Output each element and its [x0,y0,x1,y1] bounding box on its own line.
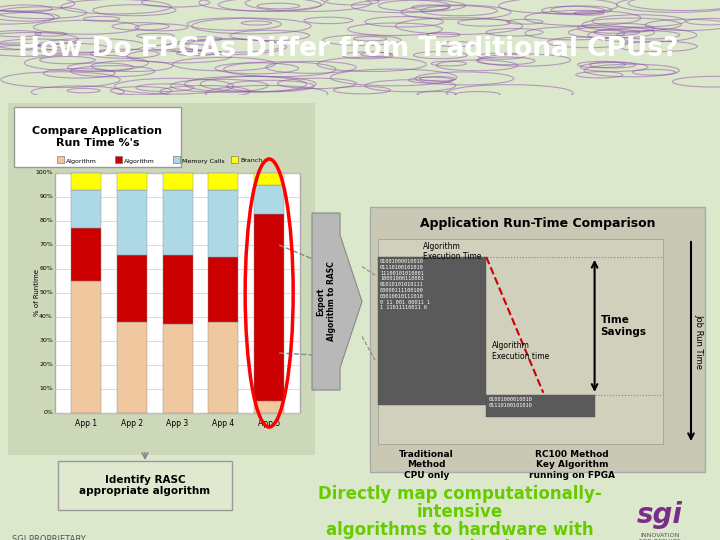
Bar [163,254,192,324]
Bar [208,257,238,322]
Bar [208,322,238,413]
Text: Job Run Time: Job Run Time [695,314,703,369]
Bar [254,214,284,401]
Bar [486,395,595,417]
Text: Time
Savings: Time Savings [600,315,647,337]
Text: App 3: App 3 [166,419,189,428]
Text: App 4: App 4 [212,419,235,428]
Text: App 1: App 1 [75,419,97,428]
Text: Algorithm
Execution Time: Algorithm Execution Time [423,242,482,261]
Text: Algorithm
Execution time: Algorithm Execution time [492,341,549,361]
Bar [71,281,101,413]
Text: 20%: 20% [39,362,53,368]
Text: Identify RASC
appropriate algorithm: Identify RASC appropriate algorithm [79,475,210,496]
Bar [117,254,147,322]
Text: sgi: sgi [637,501,683,529]
Bar [378,257,486,404]
Bar [254,185,284,214]
Text: 01001000010010
01110100101010: 01001000010010 01110100101010 [488,397,532,408]
Text: Directly map computationally-: Directly map computationally- [318,485,602,503]
Bar [370,207,705,472]
Text: Traditional
Method
CPU only: Traditional Method CPU only [400,450,454,480]
Text: algorithms to hardware with: algorithms to hardware with [326,521,594,539]
Polygon shape [312,213,362,390]
Text: 10%: 10% [40,387,53,392]
Bar [163,190,192,254]
Bar [8,103,315,455]
Text: SGI PROPRIETARY: SGI PROPRIETARY [12,535,86,540]
Bar [55,173,300,413]
Bar [57,156,64,163]
Text: Branch...: Branch... [240,159,269,164]
Bar [117,190,147,254]
Bar [231,156,238,163]
Text: 40%: 40% [39,314,53,320]
Bar [71,228,101,281]
Text: 01001000010010
01110100101010
11100101010001
10001000110001
01010101010111
00000: 01001000010010 01110100101010 1110010101… [380,259,430,310]
Text: 100%: 100% [35,171,53,176]
Text: App 2: App 2 [121,419,143,428]
Text: Algorithm: Algorithm [124,159,155,164]
Text: Algorithm: Algorithm [66,159,97,164]
Text: Export
Algorithm to RASC: Export Algorithm to RASC [316,261,336,341]
Bar [71,190,101,228]
Text: Application Run-Time Comparison: Application Run-Time Comparison [420,217,655,230]
Bar [117,173,147,190]
Text: intensive: intensive [417,503,503,521]
Bar [254,173,284,185]
Bar [378,239,663,444]
FancyBboxPatch shape [58,461,232,510]
Text: INNOVATION
FOR RESULTS: INNOVATION FOR RESULTS [639,533,681,540]
Text: 50%: 50% [40,291,53,295]
Bar [71,173,101,190]
Text: % of Runtime: % of Runtime [34,269,40,316]
Bar [163,173,192,190]
Bar [117,322,147,413]
Text: 80%: 80% [40,219,53,224]
FancyBboxPatch shape [14,107,181,167]
Text: 90%: 90% [39,194,53,199]
Text: App 5: App 5 [258,419,280,428]
Text: RC100 technology: RC100 technology [375,539,545,540]
Bar [173,156,180,163]
Bar [208,173,238,190]
Bar [254,401,284,413]
Text: Compare Application
Run Time %'s: Compare Application Run Time %'s [32,126,163,148]
Text: 60%: 60% [40,267,53,272]
Bar [115,156,122,163]
Text: How Do FPGAs Differ from Traditional CPUs?: How Do FPGAs Differ from Traditional CPU… [18,36,678,63]
Text: 70%: 70% [39,242,53,247]
Text: RC100 Method
Key Algorithm
running on FPGA: RC100 Method Key Algorithm running on FP… [528,450,615,480]
Text: Memory Calls: Memory Calls [182,159,225,164]
Text: 30%: 30% [39,339,53,343]
Text: 0%: 0% [43,410,53,415]
Bar [163,324,192,413]
Bar [208,190,238,257]
